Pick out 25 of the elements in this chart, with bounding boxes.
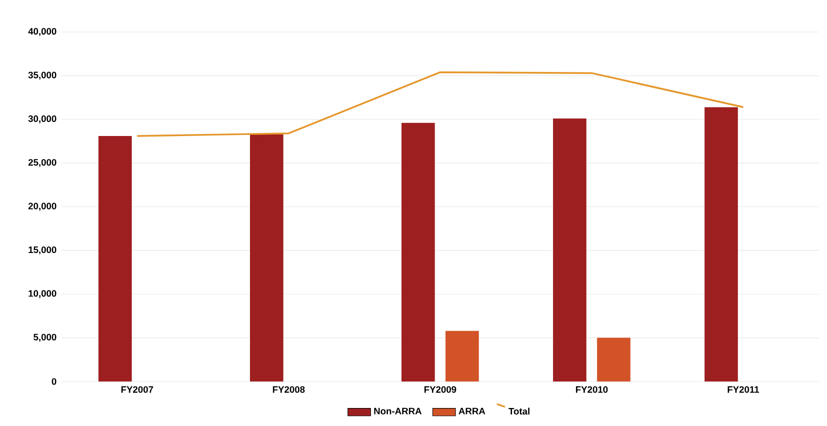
y-tick-label: 0 — [52, 378, 56, 386]
bar — [98, 136, 132, 382]
x-tick-label: FY2011 — [728, 386, 760, 394]
y-tick-label: 40,000 — [28, 28, 56, 36]
bar — [553, 118, 586, 382]
x-tick-label: FY2008 — [272, 386, 305, 394]
x-tick-label: FY2007 — [121, 386, 154, 394]
line-series — [136, 72, 744, 138]
bar — [597, 338, 630, 382]
x-tick-label: FY2010 — [576, 386, 608, 394]
y-tick-label: 5,000 — [34, 334, 56, 342]
y-tick-label: 25,000 — [28, 159, 56, 168]
bar — [401, 123, 435, 382]
bar — [250, 134, 284, 382]
bar — [704, 107, 738, 382]
x-tick-label: FY2009 — [424, 386, 456, 394]
y-tick-label: 35,000 — [28, 72, 56, 80]
y-tick-label: 10,000 — [28, 290, 56, 298]
bar — [446, 331, 479, 382]
y-tick-label: 15,000 — [28, 246, 56, 255]
y-tick-label: 30,000 — [28, 116, 56, 124]
legend-label: Non-ARRA — [374, 408, 422, 415]
legend-label: Total — [508, 408, 530, 415]
y-tick-label: 20,000 — [28, 203, 56, 211]
legend-label: ARRA — [458, 408, 486, 415]
